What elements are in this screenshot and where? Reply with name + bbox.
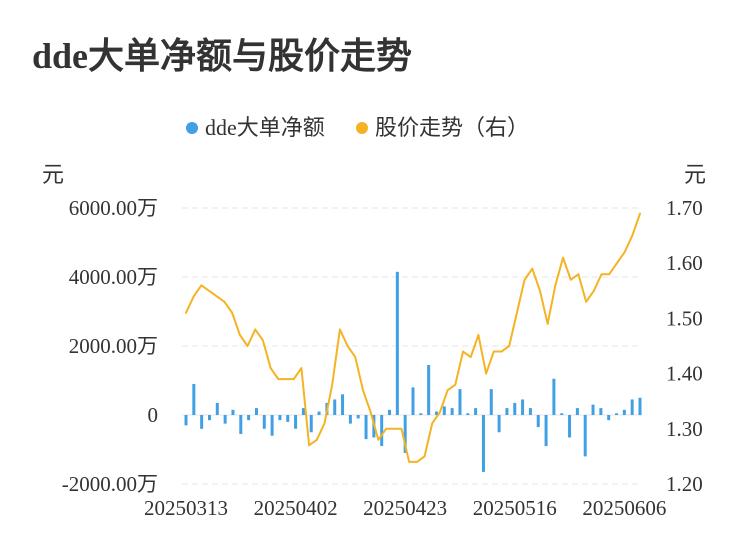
bar[interactable] xyxy=(341,394,345,415)
legend-item-dde[interactable]: dde大单净额 xyxy=(186,110,325,142)
bar[interactable] xyxy=(348,415,352,424)
left-axis-unit: 元 xyxy=(42,162,65,187)
left-tick-label: 0 xyxy=(148,403,159,427)
legend: dde大单净额 股价走势（右） xyxy=(0,106,750,140)
bar[interactable] xyxy=(591,404,595,415)
bar[interactable] xyxy=(521,399,525,415)
bar[interactable] xyxy=(254,408,258,415)
right-axis-unit: 元 xyxy=(684,162,707,187)
chart-title: dde大单净额与股价走势 xyxy=(32,36,413,76)
bar[interactable] xyxy=(450,408,454,415)
bar[interactable] xyxy=(317,411,321,415)
bar[interactable] xyxy=(607,415,611,421)
bar[interactable] xyxy=(505,408,509,415)
bar[interactable] xyxy=(403,415,407,453)
bar[interactable] xyxy=(575,408,579,415)
x-tick-label: 20250516 xyxy=(473,496,557,520)
left-tick-label: -2000.00万 xyxy=(62,472,158,496)
right-tick-label: 1.30 xyxy=(666,417,703,441)
bar[interactable] xyxy=(286,415,290,422)
bar[interactable] xyxy=(239,415,243,434)
bar[interactable] xyxy=(223,415,227,424)
right-tick-label: 1.60 xyxy=(666,251,703,275)
bar[interactable] xyxy=(583,415,587,457)
bar[interactable] xyxy=(568,415,572,438)
bar[interactable] xyxy=(309,415,313,433)
bar[interactable] xyxy=(427,364,431,415)
bar[interactable] xyxy=(411,387,415,415)
bar[interactable] xyxy=(419,413,423,415)
bar[interactable] xyxy=(458,389,462,415)
bar[interactable] xyxy=(489,389,493,415)
left-tick-label: 4000.00万 xyxy=(69,265,158,289)
bar[interactable] xyxy=(294,415,298,429)
bar[interactable] xyxy=(513,402,517,415)
right-tick-label: 1.70 xyxy=(666,196,703,220)
x-tick-label: 20250606 xyxy=(582,496,666,520)
bar[interactable] xyxy=(466,413,470,415)
right-tick-label: 1.50 xyxy=(666,306,703,330)
legend-label-dde: dde大单净额 xyxy=(205,115,325,140)
bar[interactable] xyxy=(270,415,274,436)
bar[interactable] xyxy=(231,409,235,415)
bar[interactable] xyxy=(333,399,337,415)
bar[interactable] xyxy=(552,378,556,415)
bar[interactable] xyxy=(481,415,485,472)
bar[interactable] xyxy=(192,383,196,415)
legend-label-price: 股价走势（右） xyxy=(375,115,530,140)
legend-dot-dde-icon xyxy=(186,121,198,134)
bar[interactable] xyxy=(301,408,305,415)
x-tick-label: 20250423 xyxy=(363,496,447,520)
bar[interactable] xyxy=(388,409,392,415)
bar[interactable] xyxy=(528,408,532,415)
right-tick-label: 1.40 xyxy=(666,362,703,386)
bar[interactable] xyxy=(364,415,368,440)
left-tick-label: 6000.00万 xyxy=(69,196,158,220)
bar[interactable] xyxy=(215,402,219,415)
bar[interactable] xyxy=(638,397,642,415)
price-line[interactable] xyxy=(185,212,641,463)
bar[interactable] xyxy=(497,415,501,433)
bar[interactable] xyxy=(380,415,384,447)
bar[interactable] xyxy=(599,408,603,415)
bar[interactable] xyxy=(630,399,634,415)
bar[interactable] xyxy=(434,411,438,415)
bar[interactable] xyxy=(356,415,360,419)
bar[interactable] xyxy=(615,413,619,415)
bar[interactable] xyxy=(395,271,399,415)
legend-dot-price-icon xyxy=(356,121,368,134)
bar[interactable] xyxy=(442,406,446,415)
legend-item-price[interactable]: 股价走势（右） xyxy=(356,110,529,142)
bar[interactable] xyxy=(544,415,548,447)
left-tick-label: 2000.00万 xyxy=(69,334,158,358)
bar[interactable] xyxy=(200,415,204,429)
bar[interactable] xyxy=(262,415,266,429)
bar[interactable] xyxy=(560,413,564,415)
bar[interactable] xyxy=(247,415,251,421)
bar[interactable] xyxy=(207,415,211,421)
bar[interactable] xyxy=(474,408,478,415)
right-tick-label: 1.20 xyxy=(666,472,703,496)
bar[interactable] xyxy=(536,415,540,428)
bar[interactable] xyxy=(278,415,282,421)
x-tick-label: 20250402 xyxy=(254,496,338,520)
bar[interactable] xyxy=(184,415,188,426)
x-tick-label: 20250313 xyxy=(144,496,228,520)
bar[interactable] xyxy=(622,409,626,415)
